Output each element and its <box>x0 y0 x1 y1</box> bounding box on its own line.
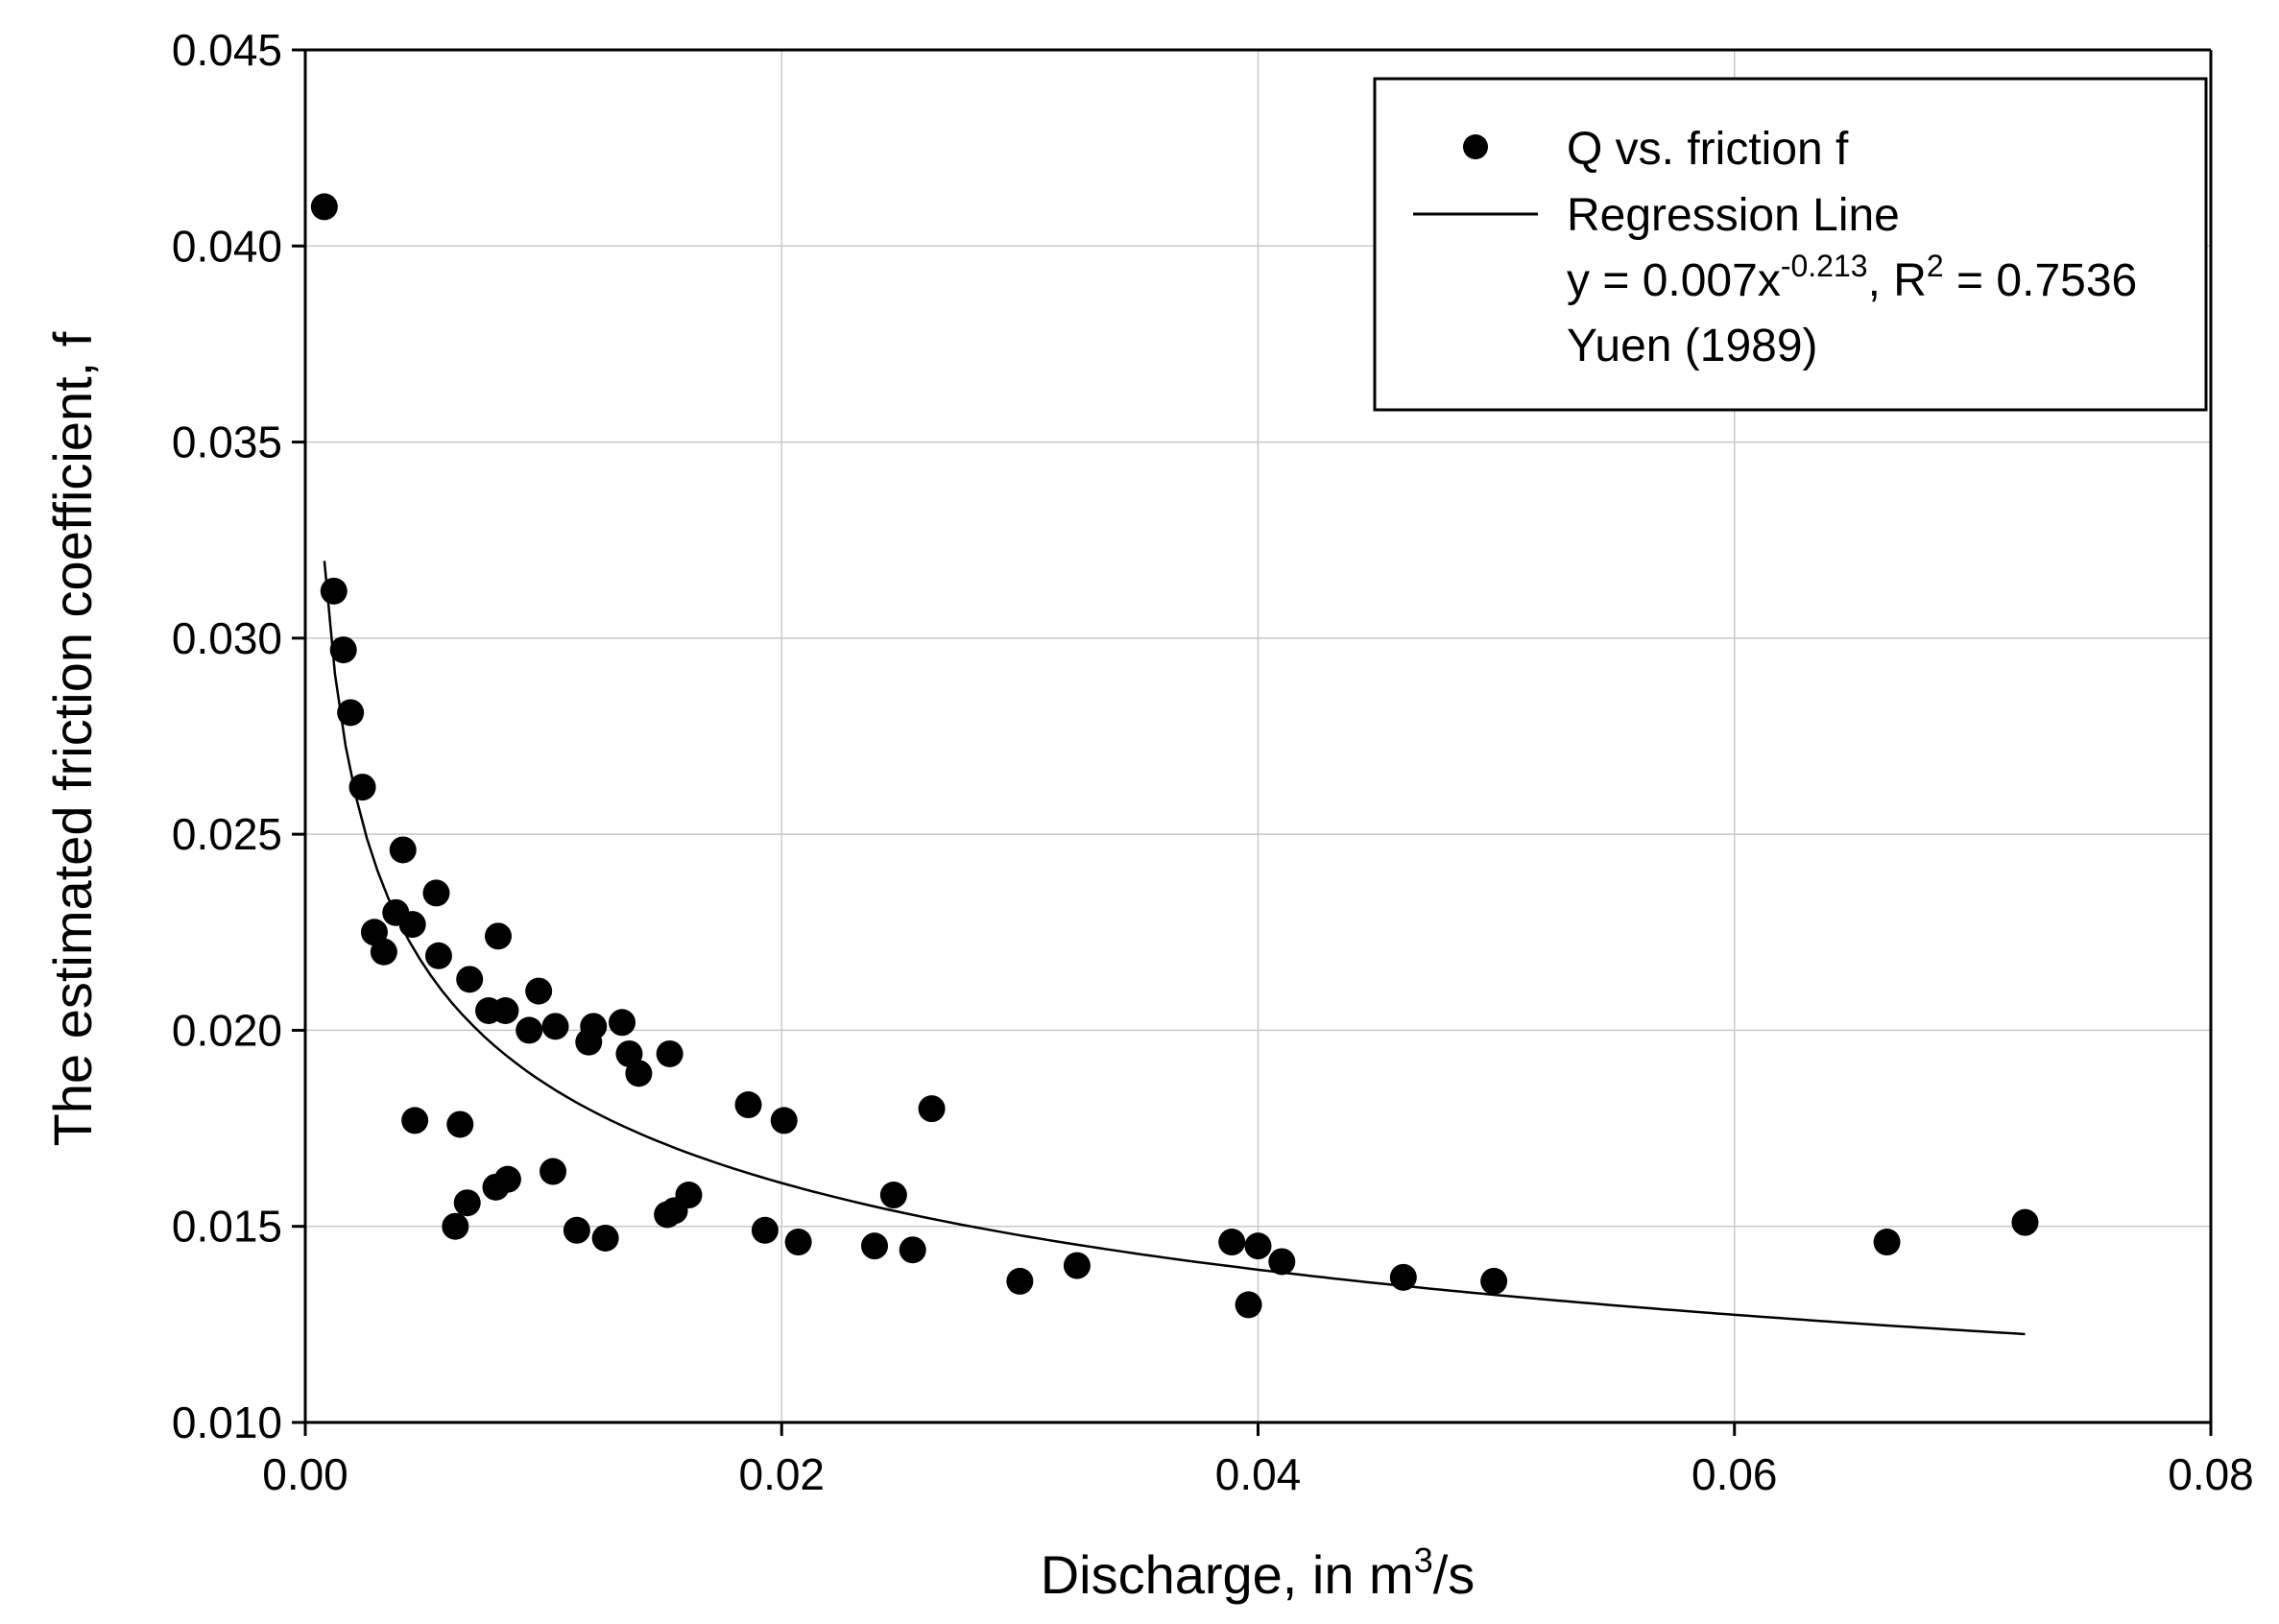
data-point <box>899 1236 926 1264</box>
legend-source: Yuen (1989) <box>1567 321 1818 371</box>
x-tick-label: 0.04 <box>1215 1449 1302 1499</box>
data-point <box>389 836 417 864</box>
data-point <box>329 636 357 664</box>
legend-label-regression: Regression Line <box>1567 190 1900 241</box>
data-point <box>516 1016 543 1044</box>
data-point <box>1006 1267 1034 1295</box>
data-point <box>2011 1208 2039 1236</box>
ticks: 0.00 0.02 0.04 0.06 0.08 0.010 0.015 0.020 0.025… <box>172 25 2254 1499</box>
legend-marker-scatter <box>1463 134 1488 159</box>
y-tick-label: 0.030 <box>172 613 282 663</box>
data-point <box>401 1107 429 1134</box>
data-point <box>446 1111 474 1138</box>
x-tick-label: 0.00 <box>262 1449 348 1499</box>
data-point <box>1244 1232 1272 1260</box>
data-point <box>751 1216 779 1244</box>
y-tick-label: 0.045 <box>172 25 282 75</box>
y-tick-label: 0.010 <box>172 1397 282 1447</box>
data-point <box>591 1224 619 1252</box>
data-point <box>734 1091 762 1119</box>
y-tick-label: 0.040 <box>172 221 282 271</box>
data-point <box>563 1216 590 1244</box>
data-point <box>492 997 519 1024</box>
data-point <box>675 1182 703 1209</box>
x-tick-label: 0.02 <box>738 1449 825 1499</box>
data-point <box>422 879 450 907</box>
data-point <box>1235 1291 1262 1319</box>
data-point <box>424 942 452 969</box>
data-point <box>541 1013 569 1040</box>
data-point <box>540 1158 567 1185</box>
data-point <box>484 922 512 950</box>
y-tick-label: 0.025 <box>172 809 282 859</box>
regression-line <box>323 561 2026 1336</box>
legend-equation: y = 0.007x-0.213, R2 = 0.7536 <box>1567 249 2137 306</box>
data-point <box>918 1095 946 1123</box>
data-point <box>348 774 376 801</box>
data-point <box>525 977 553 1005</box>
y-tick-label: 0.015 <box>172 1202 282 1252</box>
data-point <box>861 1232 889 1260</box>
data-point <box>770 1107 798 1134</box>
y-axis-title: The estimated friction coefficient, f <box>42 331 103 1146</box>
data-point <box>580 1013 608 1040</box>
data-point <box>370 938 397 966</box>
data-point <box>609 1009 636 1037</box>
data-point <box>1480 1267 1508 1295</box>
data-points <box>310 193 2039 1319</box>
legend-box <box>1373 77 2208 412</box>
data-point <box>442 1212 469 1240</box>
data-point <box>337 699 365 727</box>
regression-line-group <box>323 561 2026 1336</box>
data-point <box>310 193 338 221</box>
data-point <box>784 1229 812 1256</box>
data-point <box>656 1039 684 1067</box>
y-tick-label: 0.035 <box>172 418 282 467</box>
data-point <box>493 1165 521 1193</box>
data-point <box>1873 1229 1901 1256</box>
data-point <box>320 577 348 605</box>
x-tick-label: 0.06 <box>1691 1449 1778 1499</box>
data-point <box>1389 1263 1417 1291</box>
data-point <box>1218 1229 1246 1256</box>
data-point <box>453 1189 481 1217</box>
x-axis-title: Discharge, in m3/s <box>1041 1540 1475 1605</box>
data-point <box>1268 1248 1296 1276</box>
data-point <box>879 1182 907 1209</box>
data-point <box>1063 1252 1091 1279</box>
data-point <box>625 1060 653 1087</box>
data-point <box>398 911 426 939</box>
data-point <box>456 966 484 993</box>
x-tick-label: 0.08 <box>2168 1449 2254 1499</box>
legend: Q vs. friction f Regression Line y = 0.0… <box>1373 77 2208 412</box>
y-tick-label: 0.020 <box>172 1005 282 1055</box>
legend-label-scatter: Q vs. friction f <box>1567 124 1849 175</box>
